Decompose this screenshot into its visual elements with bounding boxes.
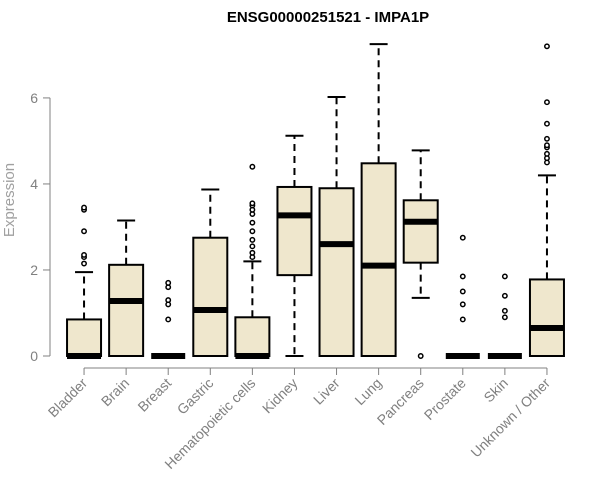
- box-group: [66, 204, 103, 359]
- box-group: [108, 219, 145, 358]
- outlier-point: [81, 251, 87, 258]
- x-tick-label: Kidney: [259, 375, 301, 417]
- box-group: [318, 96, 355, 357]
- outlier-point: [459, 273, 466, 280]
- outlier-point: [249, 200, 256, 207]
- x-tick-label: Liver: [310, 375, 343, 408]
- outlier-point: [459, 316, 466, 323]
- outlier-point: [81, 260, 87, 267]
- outlier-point: [501, 314, 508, 321]
- y-tick-label: 6: [30, 90, 38, 106]
- box-iqr: [108, 263, 145, 358]
- box-iqr: [66, 318, 103, 357]
- outlier-point: [249, 163, 256, 170]
- box-iqr: [276, 185, 313, 277]
- chart-title: ENSG00000251521 - IMPA1P: [227, 9, 429, 26]
- x-tick-label: Unknown / Other: [467, 375, 553, 461]
- outlier-point: [249, 228, 256, 235]
- y-axis-label: Expression: [1, 163, 18, 237]
- box-group: [192, 188, 229, 357]
- box-iqr: [528, 278, 565, 357]
- outlier-point: [165, 297, 172, 304]
- outlier-point: [249, 236, 256, 243]
- box-group: [151, 279, 186, 359]
- outlier-point: [544, 43, 550, 50]
- outlier-point: [81, 228, 87, 235]
- box-iqr: [234, 316, 271, 357]
- y-axis: 0 2 4 6: [30, 90, 51, 364]
- outlier-point: [249, 243, 256, 250]
- y-tick-label: 0: [30, 348, 38, 364]
- box-group: [276, 134, 313, 357]
- box-group: [234, 163, 271, 359]
- outlier-point: [544, 142, 550, 149]
- outlier-point: [249, 219, 256, 226]
- x-tick-label: Bladder: [45, 375, 91, 421]
- x-tick-label: Skin: [480, 375, 511, 406]
- box-iqr: [402, 199, 439, 264]
- box-group: [528, 43, 565, 357]
- outlier-point: [501, 307, 508, 314]
- outlier-point: [249, 249, 256, 256]
- outlier-point: [81, 204, 87, 211]
- outlier-point: [459, 301, 466, 308]
- outlier-point: [544, 135, 550, 142]
- box-iqr: [192, 236, 229, 357]
- outlier-point: [544, 120, 550, 127]
- outlier-point: [417, 353, 424, 359]
- x-tick-label: Pancreas: [374, 375, 427, 428]
- x-tick-label: Breast: [134, 375, 174, 415]
- outlier-point: [544, 150, 550, 157]
- box-group: [402, 149, 439, 359]
- x-tick-label: Lung: [351, 375, 384, 408]
- outlier-point: [165, 316, 172, 323]
- x-tick-label: Prostate: [421, 375, 469, 423]
- box-group: [445, 234, 480, 359]
- box-group: [360, 43, 397, 357]
- outlier-point: [501, 273, 508, 280]
- box-series: [66, 43, 565, 359]
- box-group: [487, 273, 522, 359]
- box-iqr: [360, 162, 397, 357]
- y-tick-label: 4: [30, 176, 38, 192]
- y-tick-label: 2: [30, 262, 38, 278]
- outlier-point: [459, 288, 466, 295]
- outlier-point: [501, 292, 508, 299]
- box-iqr: [318, 187, 355, 357]
- outlier-point: [459, 234, 466, 241]
- x-tick-label: Brain: [98, 375, 132, 409]
- outlier-point: [165, 279, 172, 286]
- outlier-point: [544, 99, 550, 106]
